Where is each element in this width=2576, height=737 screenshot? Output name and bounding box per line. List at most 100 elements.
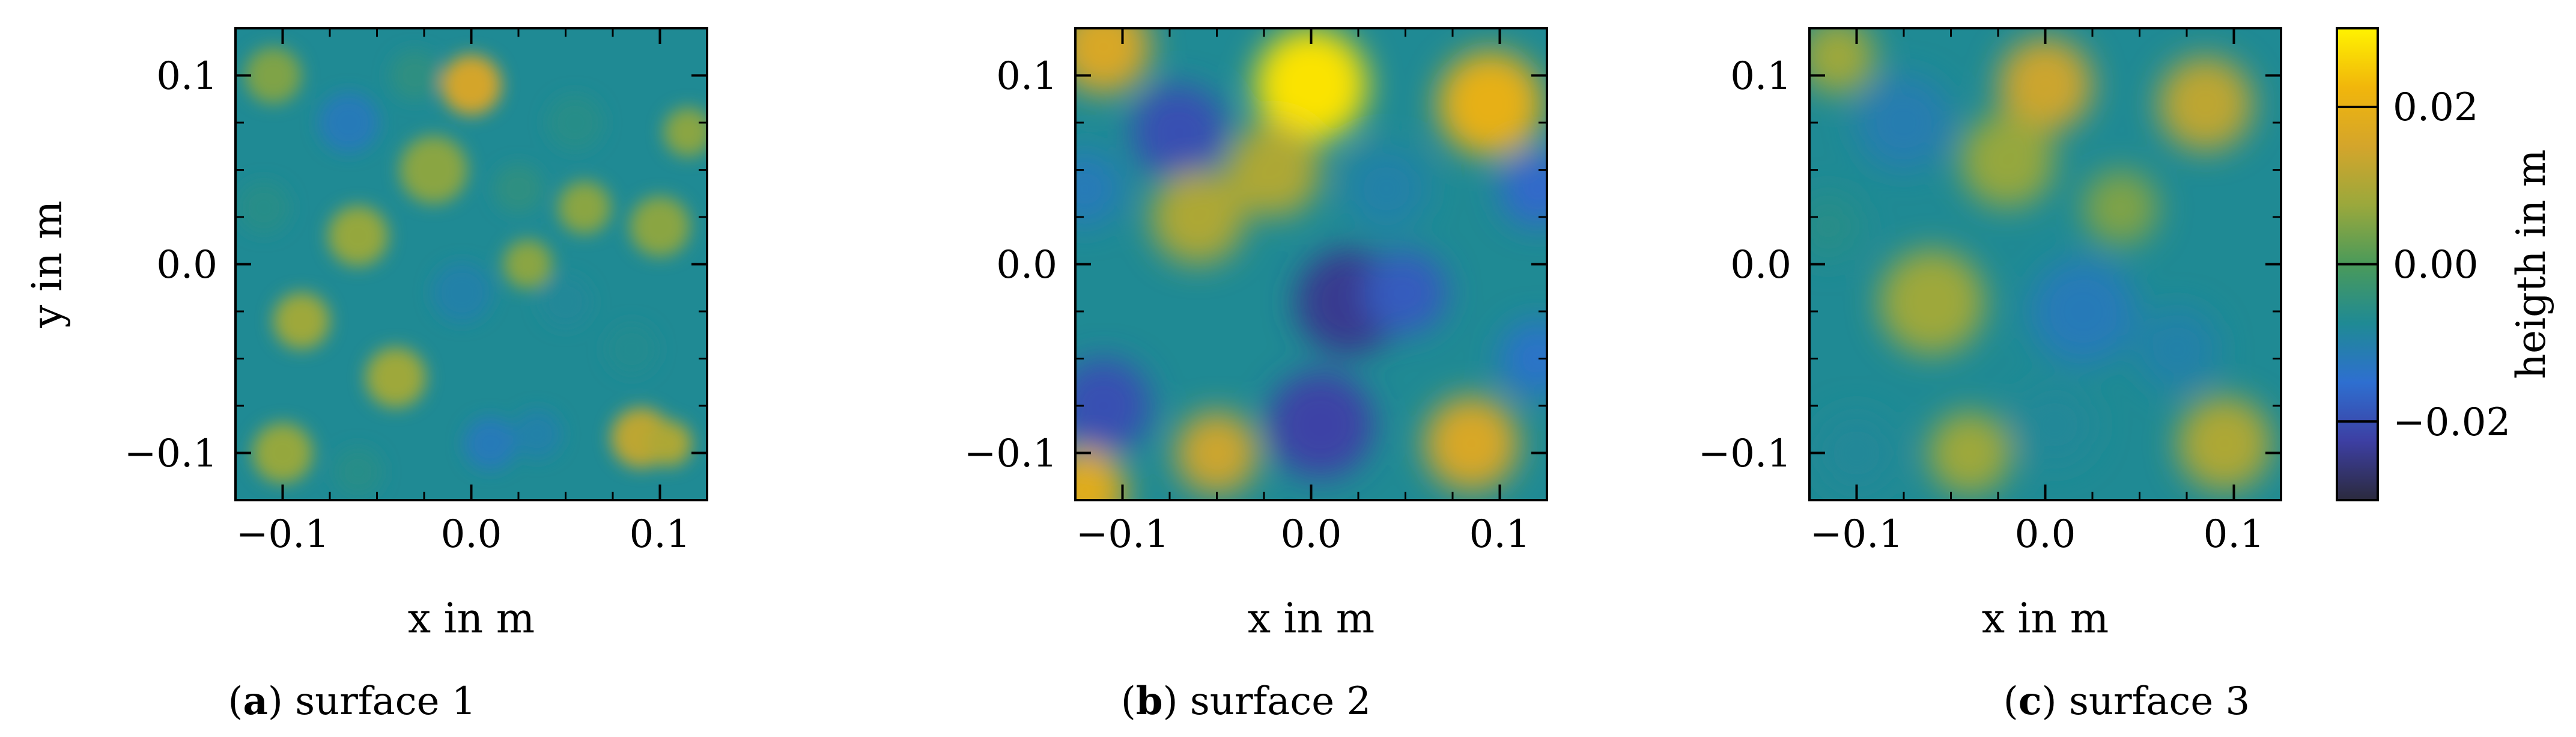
- height-blob: [1132, 85, 1227, 180]
- ytick-label-bottom: −0.1: [964, 432, 1057, 476]
- height-blob: [1364, 251, 1447, 334]
- height-blob: [1928, 411, 2011, 495]
- height-blob: [1856, 75, 1951, 170]
- xtick-label-pos: 0.1: [2204, 512, 2265, 557]
- colorbar-tick-label-bottom: −0.02: [2393, 400, 2511, 445]
- heatmap-surface-2: [1075, 28, 1547, 500]
- caption-text: surface 2: [1178, 679, 1372, 724]
- height-blob: [539, 275, 592, 329]
- caption-letter: c: [2019, 679, 2042, 724]
- heatmap-blobs: [237, 47, 707, 497]
- height-blob: [1499, 320, 1547, 397]
- colorbar: 0.02 0.00 −0.02 heigth in m: [2336, 27, 2554, 501]
- height-blob: [2030, 258, 2136, 364]
- xtick-label-pos: 0.1: [1469, 512, 1531, 557]
- height-blob: [2158, 57, 2253, 151]
- colorbar-ticks: [2337, 105, 2378, 423]
- height-blob: [1075, 449, 1126, 500]
- xtick-label-neg: −0.1: [1076, 512, 1169, 557]
- y-axis-label: y in m: [24, 201, 71, 329]
- ytick-label-top: 0.1: [1730, 54, 1791, 99]
- x-axis-label: x in m: [408, 595, 535, 643]
- height-blob: [441, 54, 502, 115]
- height-blob: [1815, 411, 1898, 495]
- caption-surface-2: (b) surface 2: [1121, 679, 1371, 724]
- height-blob: [1424, 396, 1519, 491]
- height-blob: [1998, 37, 2092, 132]
- height-blob: [2136, 307, 2219, 391]
- height-blob: [1345, 147, 1429, 230]
- xtick-label-zero: 0.0: [1281, 512, 1342, 557]
- heatmap-surface-1: [235, 28, 707, 500]
- height-blob: [663, 107, 707, 157]
- caption-letter: b: [1136, 679, 1163, 724]
- height-blob: [1075, 151, 1123, 227]
- ytick-label-mid: 0.0: [1730, 243, 1791, 287]
- caption-surface-1: (a) surface 1: [228, 679, 476, 724]
- ytick-label-bottom: −0.1: [124, 432, 217, 476]
- ytick-label-bottom: −0.1: [1698, 432, 1791, 476]
- xtick-label-pos: 0.1: [630, 512, 691, 557]
- colorbar-label: heigth in m: [2508, 149, 2554, 379]
- height-blob: [1075, 28, 1151, 94]
- xtick-label-zero: 0.0: [441, 512, 502, 557]
- heatmap-blobs: [1075, 28, 1547, 500]
- xtick-label-zero: 0.0: [2015, 512, 2076, 557]
- height-blob: [431, 262, 493, 323]
- height-blob: [547, 94, 604, 151]
- height-blob: [327, 206, 389, 266]
- height-blob: [1499, 151, 1547, 227]
- height-blob: [1075, 358, 1151, 453]
- height-blob: [1879, 249, 1985, 355]
- caption-text: surface 1: [283, 679, 476, 724]
- height-blob: [2013, 383, 2097, 466]
- x-axis-label: x in m: [1248, 595, 1375, 643]
- height-blob: [237, 181, 291, 234]
- height-blob: [365, 347, 427, 408]
- height-blob: [494, 164, 543, 213]
- height-blob: [1437, 50, 1543, 157]
- height-blob: [1175, 411, 1259, 495]
- height-blob: [273, 292, 330, 349]
- height-blob: [390, 50, 440, 100]
- caption-text: surface 3: [2057, 679, 2250, 724]
- height-blob: [605, 322, 658, 376]
- heatmap-blobs: [1809, 28, 2272, 495]
- caption-letter: a: [243, 679, 267, 724]
- height-blob: [2177, 396, 2272, 491]
- ytick-label-top: 0.1: [996, 54, 1057, 99]
- ytick-label-mid: 0.0: [996, 243, 1057, 287]
- height-blob: [2083, 170, 2158, 246]
- height-blob: [318, 92, 379, 153]
- ytick-label-mid: 0.0: [156, 243, 217, 287]
- panel-surface-1: −0.1 0.0 0.1 0.1 0.0 −0.1 x in m y in m …: [24, 27, 708, 724]
- ticks: [1809, 28, 2281, 500]
- height-blob: [512, 409, 562, 459]
- height-blob: [1150, 170, 1245, 265]
- ytick-label-top: 0.1: [156, 54, 217, 99]
- xtick-label-neg: −0.1: [236, 512, 329, 557]
- panel-surface-2: −0.1 0.0 0.1 0.1 0.0 −0.1 x in m (b) sur…: [964, 27, 1548, 724]
- height-blob: [1226, 123, 1321, 217]
- height-blob: [1960, 113, 2055, 208]
- height-blob: [1254, 28, 1368, 142]
- height-blob: [1268, 372, 1374, 478]
- colorbar-tick-label-mid: 0.00: [2393, 243, 2479, 287]
- panel-surface-3: −0.1 0.0 0.1 0.1 0.0 −0.1 x in m (c) sur…: [1698, 27, 2282, 724]
- height-blob: [463, 417, 517, 470]
- xtick-label-neg: −0.1: [1810, 512, 1903, 557]
- height-blob: [1809, 28, 1876, 94]
- height-blob: [333, 447, 383, 497]
- caption-surface-3: (c) surface 3: [2003, 679, 2250, 724]
- ticks: [235, 28, 707, 500]
- height-blob: [503, 239, 553, 289]
- height-blob: [399, 135, 468, 204]
- height-blob: [557, 181, 611, 234]
- heatmap-surface-3: [1809, 28, 2281, 500]
- ticks: [1075, 28, 1547, 500]
- x-axis-label: x in m: [1982, 595, 2109, 643]
- height-blob: [1809, 192, 1862, 261]
- height-blob: [630, 196, 690, 257]
- height-blob: [646, 421, 692, 466]
